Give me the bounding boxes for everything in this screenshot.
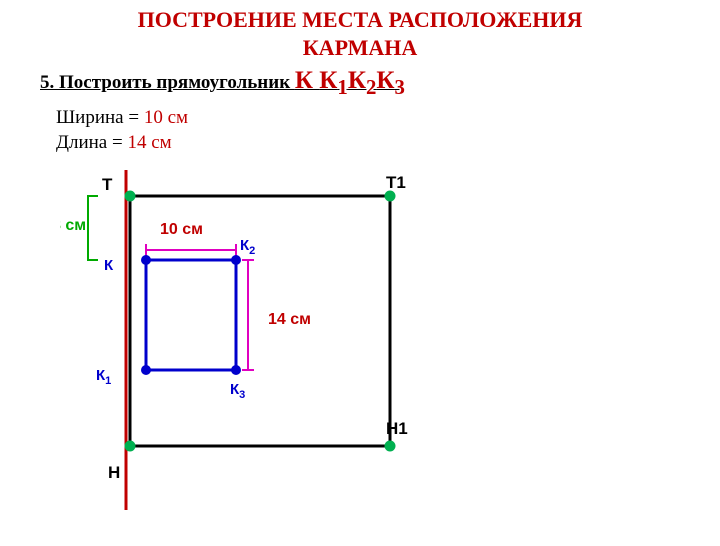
diagram: 10 см 14 см 8 см Т Т1 Н Н1 К К1 К2 К3 (60, 170, 520, 530)
page-title: ПОСТРОЕНИЕ МЕСТА РАСПОЛОЖЕНИЯ КАРМАНА (0, 6, 720, 61)
step-line: 5. Построить прямоугольник К К1К2К3 (40, 67, 720, 100)
svg-text:К1: К1 (96, 367, 111, 387)
step-k2: К2 (348, 67, 377, 94)
length-label: Длина = (56, 132, 127, 153)
step-k1: К1 (319, 67, 348, 94)
svg-text:8 см: 8 см (60, 217, 86, 234)
title-line-1: ПОСТРОЕНИЕ МЕСТА РАСПОЛОЖЕНИЯ (138, 7, 583, 32)
svg-text:К2: К2 (240, 237, 255, 257)
svg-text:Т: Т (102, 175, 113, 194)
length-value: 14 см (127, 132, 171, 153)
svg-text:К: К (104, 257, 114, 274)
width-value: 10 см (144, 107, 188, 128)
svg-text:14 см: 14 см (268, 311, 311, 328)
step-k3: К3 (376, 67, 405, 94)
dimensions-block: Ширина = 10 см Длина = 14 см (56, 106, 720, 155)
length-line: Длина = 14 см (56, 131, 720, 156)
width-line: Ширина = 10 см (56, 106, 720, 131)
step-big-k: К (295, 67, 319, 94)
svg-text:К3: К3 (230, 381, 245, 401)
svg-text:10 см: 10 см (160, 221, 203, 238)
width-label: Ширина = (56, 107, 144, 128)
title-line-2: КАРМАНА (303, 35, 418, 60)
svg-text:Н: Н (108, 463, 120, 482)
svg-text:Т1: Т1 (386, 173, 406, 192)
svg-text:Н1: Н1 (386, 419, 408, 438)
step-prefix: 5. Построить прямоугольник (40, 72, 295, 93)
